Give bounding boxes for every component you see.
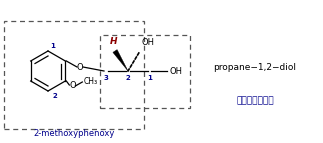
Text: 1: 1 [148, 75, 152, 81]
Text: H: H [110, 37, 118, 46]
Text: OH: OH [141, 38, 154, 47]
Text: 及び鏡像異性体: 及び鏡像異性体 [236, 97, 274, 106]
Text: 2-methoxyphenoxy: 2-methoxyphenoxy [33, 129, 115, 138]
Text: CH₃: CH₃ [83, 78, 98, 87]
Text: O: O [77, 62, 83, 72]
Text: 2: 2 [126, 75, 130, 81]
Text: OH: OH [169, 66, 182, 76]
Polygon shape [113, 50, 128, 71]
Text: 2: 2 [53, 93, 58, 99]
Text: 3: 3 [104, 75, 109, 81]
Text: 1: 1 [50, 43, 55, 49]
Text: O: O [69, 82, 76, 91]
Text: propane−1,2−diol: propane−1,2−diol [214, 63, 297, 73]
